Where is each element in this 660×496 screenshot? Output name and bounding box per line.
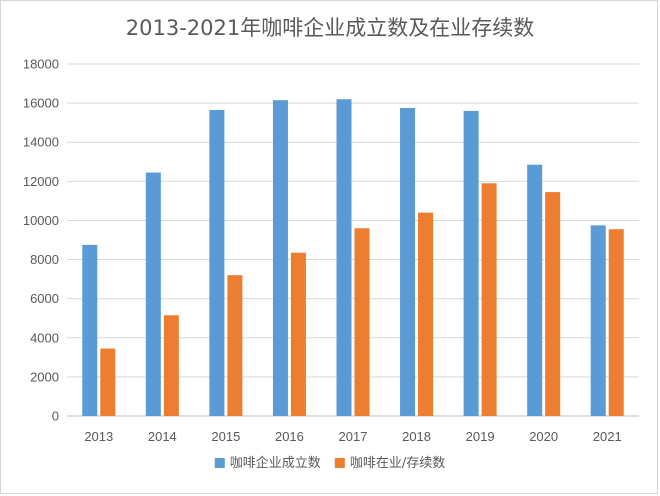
bar-series-2-2014: [163, 315, 179, 416]
x-tick-label: 2014: [148, 429, 177, 444]
bar-series-1-2019: [463, 110, 479, 416]
x-tick-label: 2021: [593, 429, 622, 444]
x-tick-label: 2017: [339, 429, 368, 444]
bar-series-1-2018: [400, 108, 416, 416]
legend-item-1: 咖啡企业成立数: [214, 455, 321, 471]
y-tick-label: 8000: [30, 252, 59, 267]
bar-series-2-2017: [354, 228, 370, 416]
bar-series-2-2015: [227, 275, 243, 416]
legend-swatch: [334, 458, 345, 468]
y-tick-label: 12000: [23, 174, 59, 189]
y-axis: 0 2000 4000 6000 8000 10000 12000 14000 16000 180…: [23, 57, 59, 424]
bar-series-2-2018: [418, 212, 434, 416]
x-tick-label: 2015: [211, 429, 240, 444]
legend-swatch: [214, 458, 225, 468]
bar-series-1-2021: [590, 225, 606, 416]
x-axis: 2013 2014 2015 2016 2017 2018 2019 2020 2021: [84, 429, 621, 444]
y-tick-label: 14000: [23, 135, 59, 150]
x-tick-label: 2016: [275, 429, 304, 444]
legend-label: 咖啡企业成立数: [230, 455, 321, 471]
legend-item-2: 咖啡在业/存续数: [334, 456, 445, 471]
y-tick-label: 18000: [23, 57, 59, 72]
x-tick-label: 2013: [84, 429, 113, 444]
gridlines: [67, 63, 639, 417]
y-tick-label: 16000: [23, 96, 59, 111]
y-tick-label: 2000: [30, 369, 59, 384]
bar-series-1-2014: [145, 172, 161, 416]
legend-label: 咖啡在业/存续数: [350, 456, 445, 471]
x-tick-label: 2019: [466, 429, 495, 444]
bar-series-1-2020: [527, 164, 543, 416]
bar-series-1-2017: [336, 99, 352, 416]
bar-series-2-2020: [545, 192, 561, 416]
x-tick-label: 2018: [402, 429, 431, 444]
chart-title: 2013-2021年咖啡企业成立数及在业存续数: [126, 16, 534, 40]
bar-series-1-2015: [209, 109, 225, 416]
bar-series-1-2013: [82, 244, 98, 416]
bar-series-1-2016: [272, 100, 288, 416]
y-tick-label: 10000: [23, 213, 59, 228]
bar-series-2-2016: [290, 252, 306, 416]
y-tick-label: 4000: [30, 330, 59, 345]
y-tick-label: 6000: [30, 291, 59, 306]
y-tick-label: 0: [52, 409, 59, 424]
bar-series-2-2019: [481, 183, 497, 416]
bar-series-2-2021: [608, 229, 624, 416]
legend: 咖啡企业成立数 咖啡在业/存续数: [214, 455, 445, 471]
x-tick-label: 2020: [529, 429, 558, 444]
bar-series-2-2013: [100, 348, 116, 416]
bars: [82, 99, 624, 416]
